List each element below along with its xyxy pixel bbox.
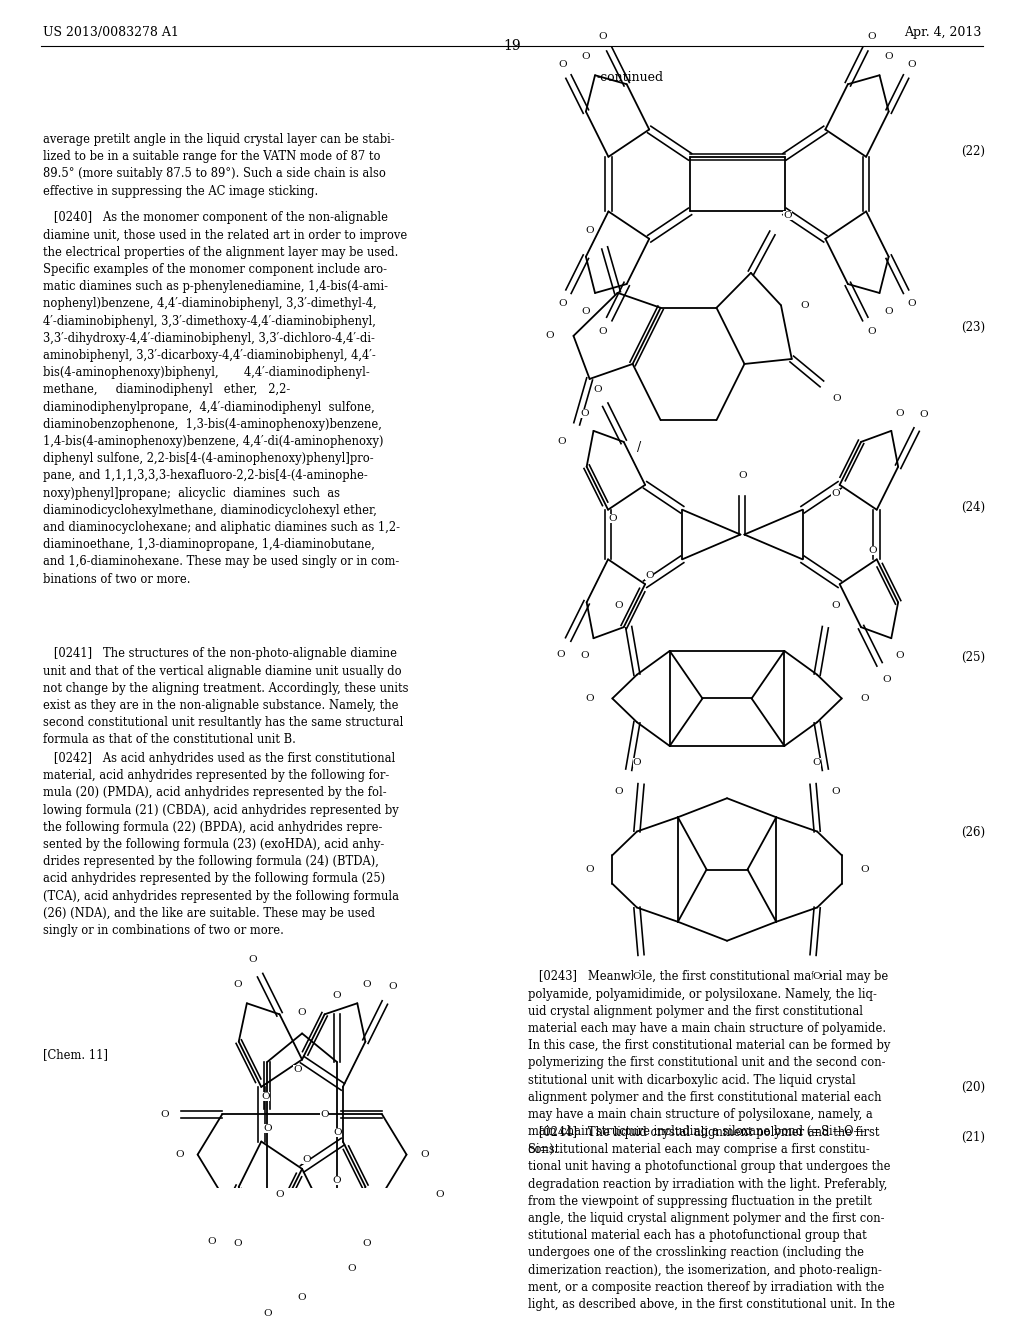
Text: /: / [637,441,641,454]
Text: O: O [557,437,566,446]
Text: O: O [388,982,397,991]
Text: O: O [334,1127,342,1137]
Text: O: O [633,972,641,981]
Text: O: O [262,1092,270,1101]
Text: O: O [263,1123,271,1133]
Text: O: O [556,649,565,659]
Text: O: O [813,972,821,981]
Text: O: O [885,53,893,61]
Text: O: O [586,865,594,874]
Text: O: O [738,471,746,480]
Text: (26): (26) [961,825,985,838]
Text: O: O [883,675,891,684]
Text: O: O [608,515,616,523]
Text: O: O [833,395,842,404]
Text: O: O [175,1150,183,1159]
Text: O: O [333,1176,341,1185]
Text: O: O [896,409,904,417]
Text: O: O [321,1110,329,1119]
Text: 19: 19 [503,40,521,53]
Text: O: O [248,956,257,964]
Text: O: O [594,385,602,395]
Text: O: O [333,991,341,1001]
Text: O: O [599,33,607,41]
Text: O: O [586,694,594,704]
Text: O: O [633,758,641,767]
Text: O: O [831,602,840,610]
Text: O: O [860,694,868,704]
Text: average pretilt angle in the liquid crystal layer can be stabi-
lized to be in a: average pretilt angle in the liquid crys… [43,133,394,198]
Text: O: O [347,1265,356,1274]
Text: [0243]   Meanwhile, the first constitutional material may be
polyamide, polyamid: [0243] Meanwhile, the first constitution… [528,970,891,1155]
Text: O: O [830,490,840,499]
Text: O: O [860,865,868,874]
Text: O: O [586,226,594,235]
Text: O: O [867,33,876,41]
Text: (23): (23) [961,321,985,334]
Text: O: O [582,53,590,61]
Text: O: O [546,331,554,341]
Text: O: O [920,411,929,420]
Text: O: O [263,1309,271,1319]
Text: O: O [233,1239,242,1249]
Text: (21): (21) [962,1131,985,1144]
Text: O: O [207,1237,216,1246]
Text: O: O [435,1191,443,1200]
Text: (22): (22) [962,145,985,158]
Text: O: O [582,308,590,315]
Text: O: O [614,787,623,796]
Text: O: O [298,1292,306,1302]
Text: (20): (20) [961,1081,985,1094]
Text: O: O [885,308,893,315]
Text: O: O [831,787,840,796]
Text: [0240]   As the monomer component of the non-alignable
diamine unit, those used : [0240] As the monomer component of the n… [43,211,408,586]
Text: O: O [614,602,623,610]
Text: O: O [908,59,916,69]
Text: US 2013/0083278 A1: US 2013/0083278 A1 [43,26,179,40]
Text: O: O [362,1239,371,1249]
Text: O: O [558,59,566,69]
Text: Apr. 4, 2013: Apr. 4, 2013 [903,26,981,40]
Text: O: O [233,981,242,989]
Text: O: O [896,651,904,660]
Text: [0244]   The liquid crystal alignment polymer and the first
constitutional mater: [0244] The liquid crystal alignment poly… [528,1126,895,1311]
Text: O: O [599,327,607,335]
Text: O: O [293,1064,302,1073]
Text: O: O [161,1110,169,1119]
Text: O: O [645,570,654,579]
Text: [0242]   As acid anhydrides used as the first constitutional
material, acid anhy: [0242] As acid anhydrides used as the fi… [43,752,399,937]
Text: -continued: -continued [596,71,664,84]
Text: O: O [298,1007,306,1016]
Text: O: O [813,758,821,767]
Text: (24): (24) [961,502,985,515]
Text: [Chem. 11]: [Chem. 11] [43,1048,108,1061]
Text: O: O [581,409,589,417]
Text: O: O [558,300,566,309]
Text: O: O [581,651,589,660]
Text: O: O [868,546,877,554]
Text: O: O [275,1191,284,1200]
Text: O: O [302,1155,311,1164]
Text: O: O [421,1150,429,1159]
Text: [0241]   The structures of the non-photo-alignable diamine
unit and that of the : [0241] The structures of the non-photo-a… [43,647,409,746]
Text: O: O [867,327,876,335]
Text: O: O [801,301,809,310]
Text: O: O [362,981,371,989]
Text: (25): (25) [961,651,985,664]
Text: O: O [908,300,916,309]
Text: O: O [783,211,792,220]
